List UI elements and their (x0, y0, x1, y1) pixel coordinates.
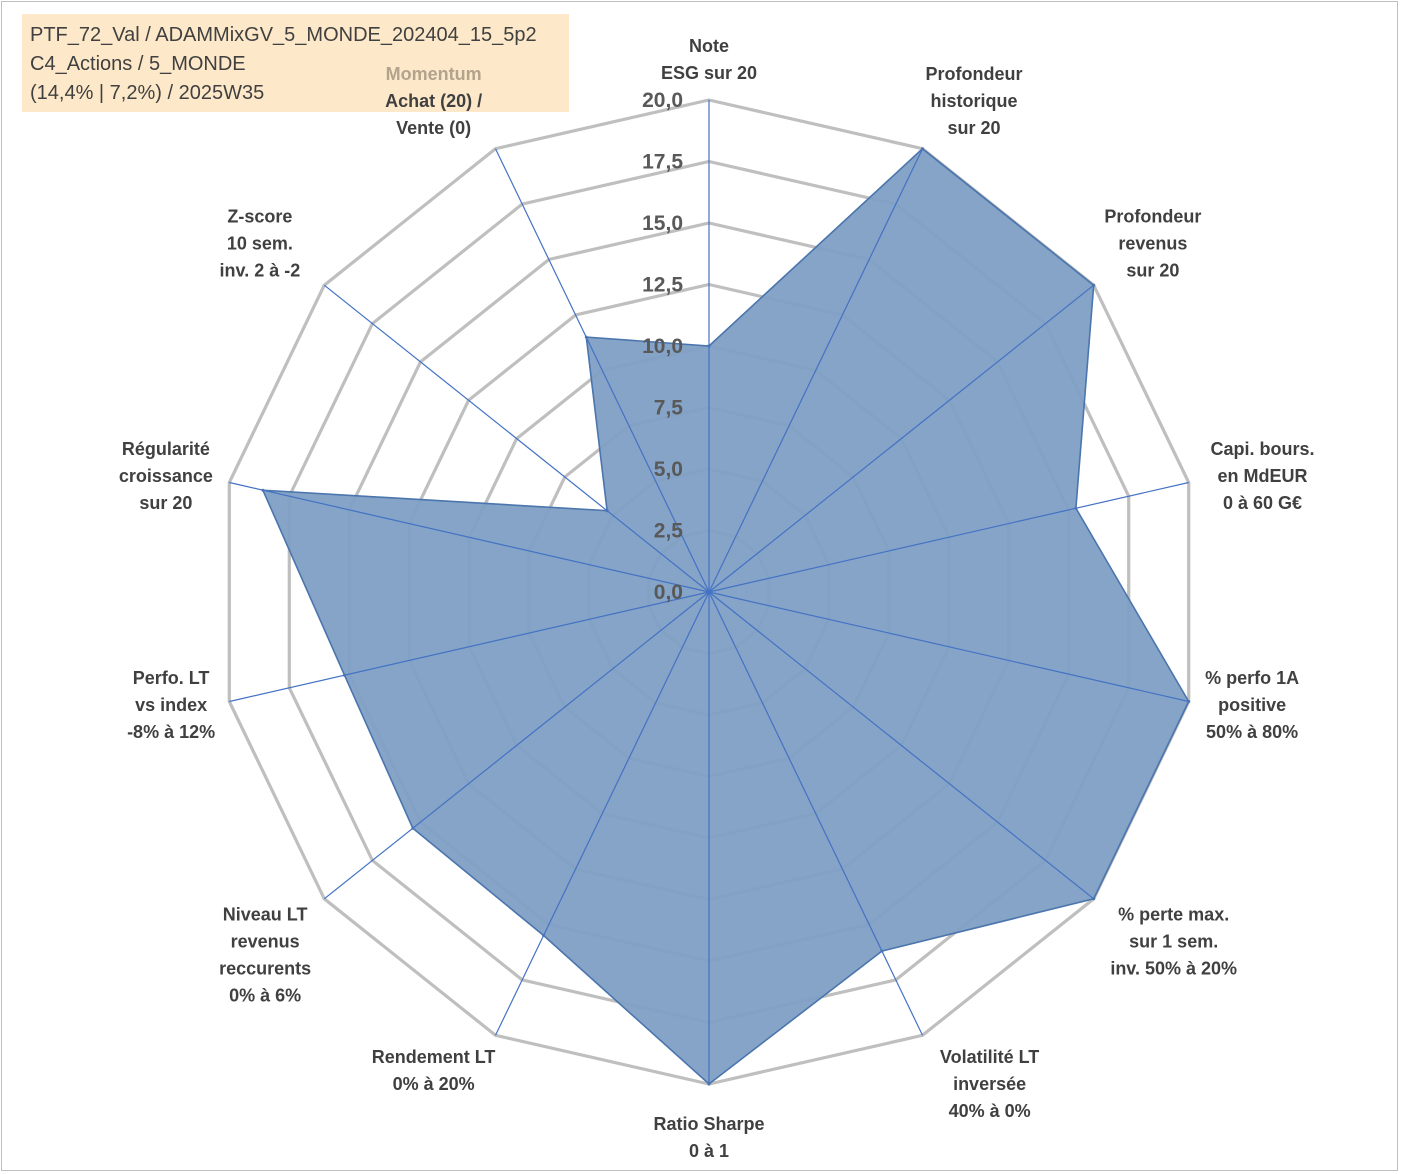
axis-label-4: % perfo 1A positive 50% à 80% (1205, 668, 1299, 742)
tick-label-0: 0,0 (654, 581, 683, 604)
axis-label-6: Volatilité LT inversée 40% à 0% (940, 1047, 1039, 1121)
axis-label-12-line-0: Z-score (227, 207, 292, 227)
axis-label-10-line-2: -8% à 12% (127, 722, 215, 742)
tick-label-1: 2,5 (654, 520, 684, 543)
axis-label-7-line-0: Ratio Sharpe (653, 1114, 764, 1134)
axis-label-8-line-1: 0% à 20% (393, 1074, 475, 1094)
tick-label-8: 20,0 (642, 89, 683, 112)
axis-label-13-line-2: Vente (0) (396, 118, 471, 138)
radar-tick-labels: 0,0 2,5 5,0 7,5 10,0 12,5 15,0 17,5 20,0 (642, 89, 683, 604)
spoke-13 (494, 148, 710, 593)
axis-label-5-line-1: sur 1 sem. (1129, 932, 1218, 952)
axis-label-1-line-2: sur 20 (947, 118, 1000, 138)
axis-label-0: Note ESG sur 20 (661, 36, 757, 83)
tick-label-6: 15,0 (642, 212, 683, 235)
axis-label-12-line-2: inv. 2 à -2 (220, 261, 301, 281)
axis-label-4-line-2: 50% à 80% (1206, 722, 1298, 742)
axis-label-3-line-0: Capi. bours. (1210, 439, 1314, 459)
axis-label-11-line-0: Régularité (122, 439, 210, 459)
spoke-9 (323, 591, 710, 900)
axis-label-9-line-0: Niveau LT (223, 905, 308, 925)
axis-label-7-line-1: 0 à 1 (689, 1141, 729, 1161)
axis-label-10-line-1: vs index (135, 695, 207, 715)
axis-label-11-line-2: sur 20 (139, 493, 192, 513)
axis-label-9-line-2: reccurents (219, 959, 311, 979)
axis-label-13-line-0: Momentum (386, 64, 482, 84)
axis-label-7: Ratio Sharpe 0 à 1 (653, 1114, 764, 1161)
radar-spokes (229, 100, 1189, 1084)
axis-label-9: Niveau LT revenus reccurents 0% à 6% (219, 905, 311, 1006)
axis-label-1: Profondeur historique sur 20 (926, 64, 1023, 138)
axis-label-12-line-1: 10 sem. (227, 234, 293, 254)
spoke-8 (494, 591, 710, 1036)
axis-label-8: Rendement LT 0% à 20% (372, 1047, 496, 1094)
axis-label-2-line-2: sur 20 (1126, 261, 1179, 281)
spoke-3 (708, 481, 1189, 593)
tick-label-3: 7,5 (654, 397, 684, 420)
axis-label-13-line-1: Achat (20) / (385, 91, 482, 111)
tick-label-2: 5,0 (654, 458, 683, 481)
tick-label-5: 12,5 (642, 274, 683, 297)
axis-label-1-line-1: historique (930, 91, 1017, 111)
info-line-1: PTF_72_Val / ADAMMixGV_5_MONDE_202404_15… (30, 24, 537, 46)
axis-label-10-line-0: Perfo. LT (133, 668, 210, 688)
axis-label-11: Régularité croissance sur 20 (119, 439, 213, 513)
axis-label-0-line-0: Note (689, 36, 729, 56)
info-line-2: C4_Actions / 5_MONDE (30, 53, 246, 75)
spoke-12 (323, 284, 710, 593)
radar-axis-labels: Note ESG sur 20 Profondeur historique sur 20… (119, 36, 1315, 1161)
axis-label-9-line-3: 0% à 6% (229, 986, 301, 1006)
axis-label-11-line-1: croissance (119, 466, 213, 486)
portfolio-info-box: PTF_72_Val / ADAMMixGV_5_MONDE_202404_15… (22, 14, 569, 112)
axis-label-4-line-0: % perfo 1A (1205, 668, 1299, 688)
axis-label-1-line-0: Profondeur (926, 64, 1023, 84)
axis-label-2: Profondeur revenus sur 20 (1104, 207, 1201, 281)
spoke-1 (708, 148, 924, 593)
axis-label-3-line-1: en MdEUR (1218, 466, 1308, 486)
info-line-3: (14,4% | 7,2%) / 2025W35 (30, 82, 265, 104)
axis-label-2-line-0: Profondeur (1104, 207, 1201, 227)
axis-label-0-line-1: ESG sur 20 (661, 63, 757, 83)
spoke-5 (708, 591, 1095, 900)
axis-label-6-line-2: 40% à 0% (949, 1101, 1031, 1121)
axis-label-2-line-1: revenus (1118, 234, 1187, 254)
axis-label-13: Momentum Achat (20) / Vente (0) (385, 64, 482, 138)
spoke-11 (229, 481, 710, 593)
tick-label-7: 17,5 (642, 151, 683, 174)
axis-label-6-line-0: Volatilité LT (940, 1047, 1039, 1067)
axis-label-5-line-2: inv. 50% à 20% (1110, 959, 1237, 979)
axis-label-6-line-1: inversée (953, 1074, 1026, 1094)
axis-label-5: % perte max. sur 1 sem. inv. 50% à 20% (1110, 905, 1237, 979)
axis-label-9-line-1: revenus (231, 932, 300, 952)
axis-label-4-line-1: positive (1218, 695, 1286, 715)
axis-label-10: Perfo. LT vs index -8% à 12% (127, 668, 215, 742)
spoke-2 (708, 284, 1095, 593)
axis-label-3: Capi. bours. en MdEUR 0 à 60 G€ (1210, 439, 1314, 513)
spoke-4 (708, 591, 1189, 703)
axis-label-3-line-2: 0 à 60 G€ (1223, 493, 1302, 513)
axis-label-5-line-0: % perte max. (1118, 905, 1229, 925)
spoke-10 (229, 591, 710, 703)
spoke-6 (708, 591, 924, 1036)
tick-label-4: 10,0 (642, 335, 683, 358)
axis-label-12: Z-score 10 sem. inv. 2 à -2 (220, 207, 301, 281)
axis-label-8-line-0: Rendement LT (372, 1047, 496, 1067)
